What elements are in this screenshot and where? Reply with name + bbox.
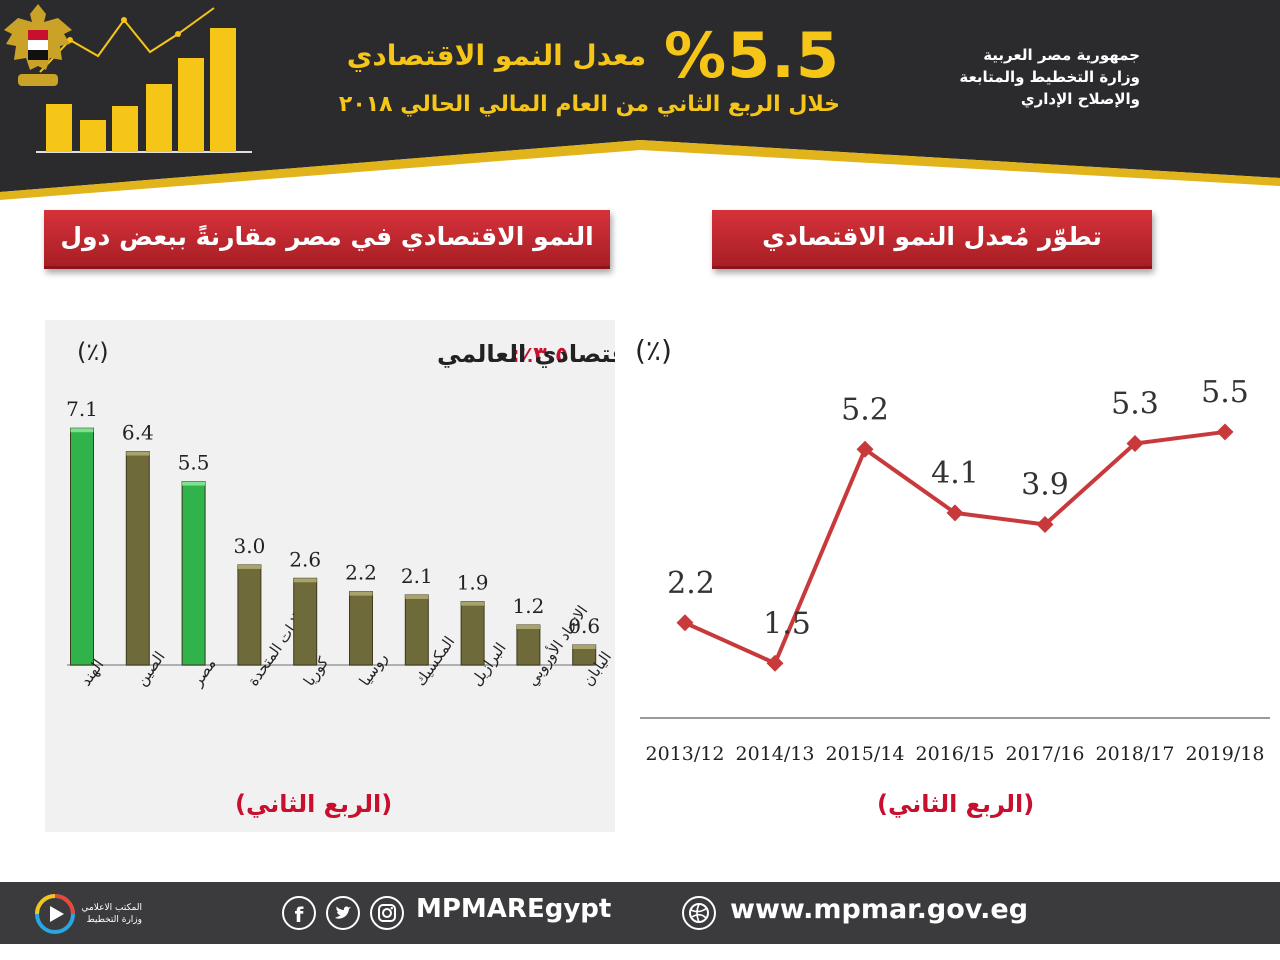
office-line: وزارة التخطيط [86, 915, 142, 925]
headline-title: معدل النمو الاقتصادي [346, 38, 647, 72]
bar-value-label: 1.2 [512, 594, 544, 618]
bar-value-label: 2.6 [289, 547, 321, 571]
right-section-banner: تطوّر مُعدل النمو الاقتصادي الحقيقي [712, 210, 1152, 305]
bar-chart: (٪) ٣.٥٪: النمو الاقتصادي العالمي 7.1اله… [66, 338, 720, 690]
bar-value-label: 3.0 [233, 534, 265, 558]
ministry-name: جمهورية مصر العربية وزارة التخطيط والمتا… [940, 44, 1140, 110]
header-background [0, 0, 1280, 200]
bar-value-label: 2.1 [401, 564, 433, 588]
bar [70, 427, 94, 666]
eagle-emblem-icon [4, 4, 72, 86]
bar-cap [126, 451, 150, 456]
world-growth-label: النمو الاقتصادي العالمي [437, 340, 615, 368]
line-unit-label: (٪) [635, 334, 672, 367]
bar-value-label: 2.2 [345, 561, 377, 585]
bar [181, 481, 206, 666]
footer-strip [0, 944, 1280, 960]
line-quarter-label: (الربع الثاني) [877, 790, 1035, 818]
bar-cap [516, 624, 540, 629]
x-tick-label: 2014/13 [736, 743, 815, 765]
media-office-label: المكتب الاعلامي وزارة التخطيط [78, 902, 142, 926]
bar [460, 601, 485, 666]
data-point [946, 504, 964, 522]
x-tick-label: 2015/14 [826, 743, 905, 765]
line-chart: (٪) 2.2 2013/12 1.5 2014/13 5.2 2015/14 4.1 201… [635, 334, 1270, 765]
line-chart-panel: (٪) 2.2 2013/12 1.5 2014/13 5.2 2015/14 4.1 201… [625, 300, 1275, 860]
point-value-label: 2.2 [667, 566, 715, 601]
bar-chart-panel: (٪) ٣.٥٪: النمو الاقتصادي العالمي 7.1اله… [45, 320, 720, 832]
headline: %5.5 معدل النمو الاقتصادي [330, 18, 840, 92]
media-office-logo-icon [35, 894, 75, 934]
x-tick-label: 2016/15 [916, 743, 995, 765]
bar-cap [349, 591, 373, 596]
x-tick-label: 2013/12 [646, 743, 725, 765]
bar [516, 624, 541, 666]
world-growth-value: ٣.٥٪: [511, 343, 568, 368]
header-band: %5.5 معدل النمو الاقتصادي خلال الربع الث… [0, 0, 1280, 200]
point-value-label: 1.5 [763, 606, 811, 641]
footer-bar [0, 882, 1280, 944]
office-line: المكتب الاعلامي [81, 903, 142, 913]
bar-cap [461, 601, 485, 606]
bar [349, 591, 373, 666]
instagram-icon[interactable] [370, 896, 404, 930]
ministry-line: والإصلاح الإداري [1020, 90, 1140, 108]
bar-cap [182, 481, 206, 486]
growth-chart-icon [36, 7, 252, 153]
bar-value-label: 1.9 [457, 571, 489, 595]
data-point [856, 440, 874, 458]
line-series: 2.2 2013/12 1.5 2014/13 5.2 2015/14 4.1 2016/15… [646, 375, 1265, 765]
point-value-label: 5.3 [1111, 386, 1159, 421]
bar-unit-label: (٪) [77, 338, 109, 366]
headline-value: %5.5 [664, 18, 840, 92]
bar-quarter-label: (الربع الثاني) [235, 790, 393, 818]
bar-value-label: 7.1 [66, 397, 98, 421]
bar-value-label: 6.4 [122, 421, 154, 445]
point-value-label: 3.9 [1021, 467, 1069, 502]
x-tick-label: 2017/16 [1006, 743, 1085, 765]
bar-value-label: 0.6 [568, 614, 600, 638]
bar-value-label: 5.5 [178, 451, 210, 475]
twitter-icon[interactable] [326, 896, 360, 930]
ministry-line: وزارة التخطيط والمتابعة [959, 68, 1140, 86]
bar-cap [293, 578, 317, 583]
bar [125, 451, 150, 666]
data-point [676, 614, 694, 632]
bar [404, 594, 429, 666]
website-link[interactable]: www.mpmar.gov.eg [730, 894, 1029, 925]
bar [237, 564, 262, 666]
bar-cap [237, 564, 261, 569]
globe-icon[interactable] [682, 896, 716, 930]
point-value-label: 5.5 [1201, 375, 1249, 410]
x-tick-label: 2018/17 [1096, 743, 1175, 765]
ministry-line: جمهورية مصر العربية [983, 46, 1140, 64]
headline-subtitle: خلال الربع الثاني من العام المالي الحالي… [338, 92, 840, 117]
bar-cap [572, 644, 596, 649]
bar-cap [70, 428, 94, 433]
point-value-label: 4.1 [931, 456, 979, 491]
data-point [766, 654, 784, 672]
bar-cap [405, 594, 429, 599]
x-tick-label: 2019/18 [1186, 743, 1265, 765]
social-handle[interactable]: MPMAREgypt [416, 894, 612, 924]
left-section-banner: النمو الاقتصادي في مصر مقارنةً ببعض دول … [44, 210, 610, 305]
point-value-label: 5.2 [841, 392, 889, 427]
bar [293, 577, 318, 666]
data-point [1216, 423, 1234, 441]
facebook-icon[interactable]: f [282, 896, 316, 930]
